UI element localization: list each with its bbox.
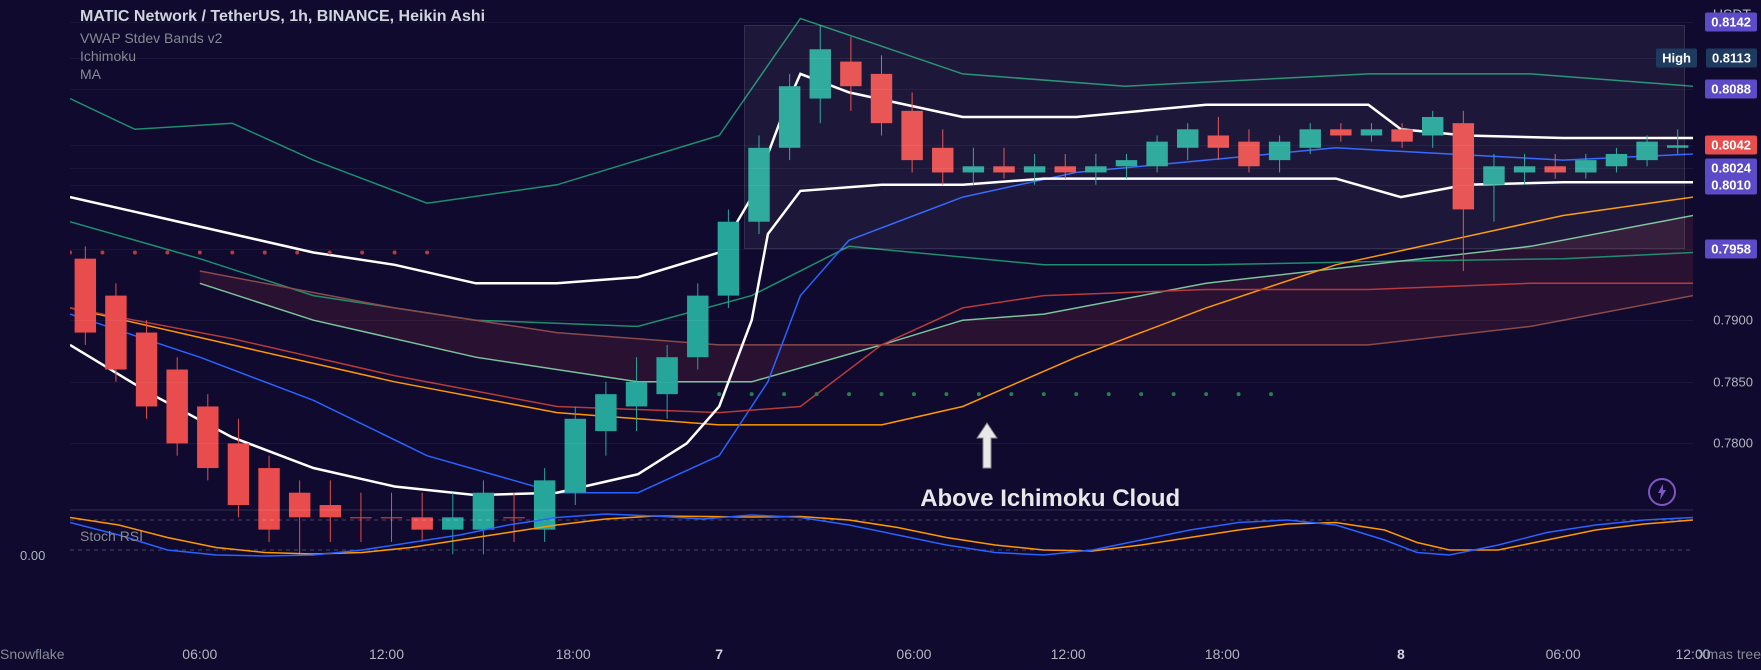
- annotation-above-cloud: Above Ichimoku Cloud: [920, 485, 1180, 513]
- time-tick: 12:00: [369, 646, 404, 662]
- price-box: 0.8024: [1705, 158, 1757, 177]
- price-tick: 0.7800: [1713, 436, 1753, 451]
- price-axis[interactable]: USDT 0.78000.78500.79000.81420.81130.808…: [1693, 0, 1761, 620]
- price-box: 0.8088: [1705, 79, 1757, 98]
- time-tick: 8: [1397, 646, 1405, 662]
- time-axis[interactable]: 06:0012:0018:00706:0012:0018:00806:0012:…: [0, 638, 1693, 670]
- price-box: 0.7958: [1705, 239, 1757, 258]
- time-tick: 12:00: [1051, 646, 1086, 662]
- price-tick: 0.7900: [1713, 313, 1753, 328]
- high-badge: High: [1656, 48, 1697, 67]
- price-box: 0.8042: [1705, 136, 1757, 155]
- time-tick: 18:00: [556, 646, 591, 662]
- chart-container: MATIC Network / TetherUS, 1h, BINANCE, H…: [0, 0, 1761, 670]
- chart-header: MATIC Network / TetherUS, 1h, BINANCE, H…: [80, 8, 485, 84]
- zero-label: 0.00: [20, 548, 45, 563]
- time-tick: 7: [715, 646, 723, 662]
- price-box: 0.8113: [1706, 48, 1757, 67]
- time-tick: 06:00: [1546, 646, 1581, 662]
- price-box: 0.8142: [1705, 13, 1757, 32]
- indicator-stoch-rsi[interactable]: Stoch RSI: [80, 528, 143, 544]
- time-tick: 06:00: [896, 646, 931, 662]
- chart-title: MATIC Network / TetherUS, 1h, BINANCE, H…: [80, 8, 485, 26]
- indicator-ma[interactable]: MA: [80, 66, 485, 82]
- lightning-icon[interactable]: [1648, 478, 1676, 506]
- indicator-ichimoku[interactable]: Ichimoku: [80, 48, 485, 64]
- highlight-region: [744, 25, 1685, 249]
- indicator-vwap[interactable]: VWAP Stdev Bands v2: [80, 30, 485, 46]
- price-box: 0.8010: [1705, 175, 1757, 194]
- price-tick: 0.7850: [1713, 374, 1753, 389]
- time-tick: 12:00: [1675, 646, 1710, 662]
- time-tick: 06:00: [182, 646, 217, 662]
- time-tick: 18:00: [1205, 646, 1240, 662]
- annotation-arrow-icon: [972, 418, 1002, 478]
